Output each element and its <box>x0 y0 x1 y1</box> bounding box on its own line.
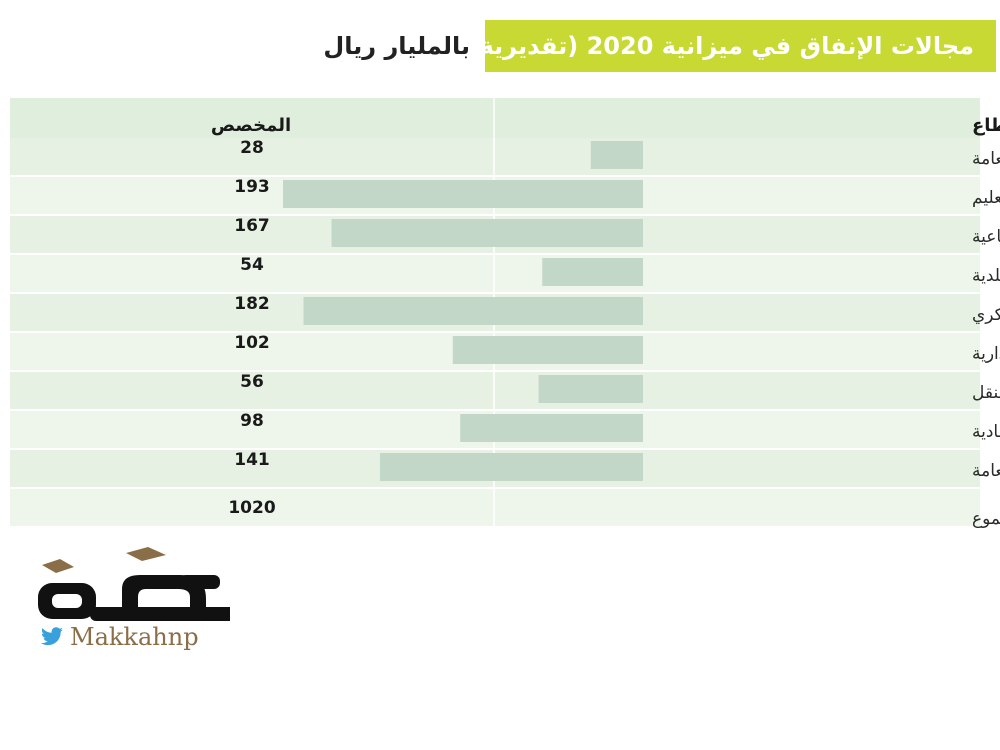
bar <box>283 180 643 208</box>
bar <box>538 375 643 403</box>
header-sector: القطاع <box>972 115 1000 136</box>
header-allocation: المخصص <box>211 115 291 136</box>
twitter-bird-icon <box>41 627 63 646</box>
table-row <box>10 255 980 292</box>
category-label: التعليم <box>972 188 1000 208</box>
value-label: 28 <box>240 138 264 158</box>
handle-text: Makkahnp <box>70 623 199 651</box>
category-label: قطاع الموارد الاقتصادية <box>972 422 1000 442</box>
value-label: 102 <box>234 333 270 353</box>
chart-unit: بالمليار ريال <box>323 32 470 60</box>
value-label: 182 <box>234 294 270 314</box>
total-label: المجموع <box>972 509 1000 529</box>
table-row <box>10 138 980 175</box>
bar <box>590 141 643 169</box>
chart-title: مجالات الإنفاق في ميزانية 2020 (تقديرية) <box>469 20 996 72</box>
value-label: 141 <box>234 450 270 470</box>
value-label: 56 <box>240 372 264 392</box>
total-value: 1020 <box>228 498 275 518</box>
header-row <box>10 98 980 138</box>
social-handle: Makkahnp <box>40 622 199 652</box>
table-row <box>10 372 980 409</box>
category-label: الإدارة العامة <box>972 149 1000 169</box>
category-labels: الإدارة العامة التعليم الخدمات الصحية والت… <box>972 149 1000 481</box>
category-label: قطاع البنود العامة <box>972 461 1000 481</box>
value-labels: 28 193 167 54 182 102 56 98 141 <box>234 138 270 470</box>
value-label: 193 <box>234 177 270 197</box>
category-label: الخدمات الصحية والتنمية الاجتماعية <box>972 227 1000 247</box>
bar <box>303 297 643 325</box>
bar <box>460 414 643 442</box>
bars-group <box>283 141 643 481</box>
bar <box>379 453 643 481</box>
bar <box>331 219 643 247</box>
bar <box>452 336 643 364</box>
category-label: قطاع الأمن والمناطق الإدارية <box>972 343 1000 364</box>
value-label: 167 <box>234 216 270 236</box>
category-label: القطاع العسكري <box>972 305 1000 325</box>
value-label: 98 <box>240 411 264 431</box>
category-label: الخدمات البلدية <box>972 266 1000 286</box>
bar <box>542 258 643 286</box>
total-row <box>10 489 980 526</box>
makkah-logo <box>38 547 230 621</box>
category-label: قطاع التجهيزات الأساسية والنقل <box>972 382 1000 403</box>
value-label: 54 <box>240 255 264 275</box>
